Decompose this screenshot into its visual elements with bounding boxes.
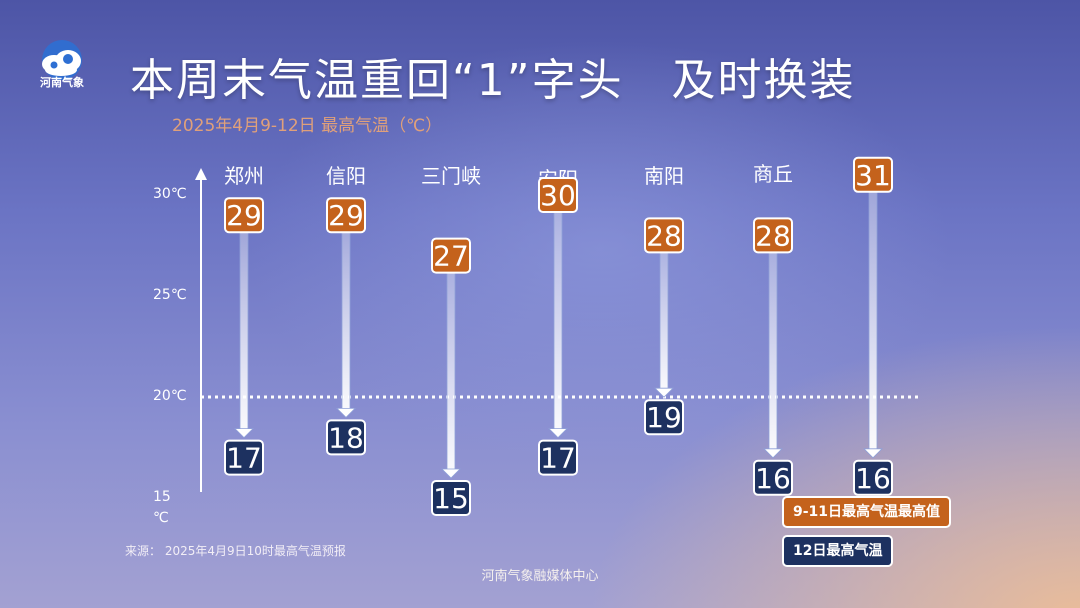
city-label: 郑州 xyxy=(224,164,264,188)
high-temp-label: 29 xyxy=(328,199,364,232)
city-label: 商丘 xyxy=(753,162,793,186)
low-temp-label-box: 16 xyxy=(853,459,893,496)
footer-credit: 河南气象融媒体中心 xyxy=(481,569,599,584)
high-temp-label-box: 28 xyxy=(644,217,684,254)
temperature-drop-arrow xyxy=(763,251,783,459)
legend-low-label: 12日最高气温 xyxy=(793,543,883,559)
page-title: 本周末气温重回“1”字头 及时换装 xyxy=(130,55,856,106)
temperature-drop-arrow xyxy=(654,251,674,398)
high-temp-label-box: 30 xyxy=(538,177,578,213)
temperature-drop-arrow xyxy=(863,191,883,459)
low-temp-label-box: 17 xyxy=(538,439,578,476)
high-temp-label: 29 xyxy=(226,199,262,232)
low-temp-label: 16 xyxy=(755,462,791,495)
high-temp-label: 28 xyxy=(646,219,682,252)
high-temp-label-box: 31 xyxy=(853,156,893,193)
chart-subtitle: 2025年4月9-12日 最高气温（℃） xyxy=(172,116,443,136)
low-temp-label: 17 xyxy=(226,442,262,475)
logo-text: 河南气象 xyxy=(40,76,84,89)
temperature-drop-arrow xyxy=(234,231,254,439)
y-tick-label: 15 ℃ xyxy=(153,489,171,526)
y-tick-label: 30℃ xyxy=(153,186,187,202)
high-temp-label: 28 xyxy=(755,219,791,252)
high-temp-label-box: 29 xyxy=(326,197,366,234)
high-temp-label: 31 xyxy=(855,159,891,192)
low-temp-label: 19 xyxy=(646,401,682,434)
legend-high-label: 9-11日最高气温最高值 xyxy=(793,504,941,520)
city-label: 南阳 xyxy=(644,164,684,188)
high-temp-label-box: 28 xyxy=(753,217,793,254)
temperature-drop-arrow xyxy=(548,211,568,439)
low-temp-label: 17 xyxy=(540,442,576,475)
high-temp-label: 27 xyxy=(433,240,469,273)
low-temp-label-box: 19 xyxy=(644,399,684,436)
high-temp-label-box: 27 xyxy=(431,237,471,274)
high-temp-label: 30 xyxy=(540,179,576,212)
low-temp-label-box: 16 xyxy=(753,459,793,496)
y-tick-label: 25℃ xyxy=(153,287,187,303)
city-label: 信阳 xyxy=(326,164,366,188)
legend-low: 12日最高气温 xyxy=(782,535,894,567)
temperature-drop-arrow xyxy=(441,272,461,479)
cloud-logo-icon xyxy=(42,40,82,80)
low-temp-label: 15 xyxy=(433,482,469,515)
low-temp-label-box: 17 xyxy=(224,439,264,476)
high-temp-label-box: 29 xyxy=(224,197,264,234)
y-tick-label: 20℃ xyxy=(153,388,187,404)
y-axis-arrowhead xyxy=(195,168,207,180)
low-temp-label: 16 xyxy=(855,462,891,495)
city-label: 三门峡 xyxy=(421,164,481,188)
low-temp-label-box: 18 xyxy=(326,419,366,456)
temperature-drop-arrow xyxy=(336,231,356,418)
data-source: 来源： 2025年4月9日10时最高气温预报 xyxy=(125,544,346,558)
low-temp-label: 18 xyxy=(328,421,364,454)
low-temp-label-box: 15 xyxy=(431,480,471,516)
legend-high: 9-11日最高气温最高值 xyxy=(782,496,952,528)
